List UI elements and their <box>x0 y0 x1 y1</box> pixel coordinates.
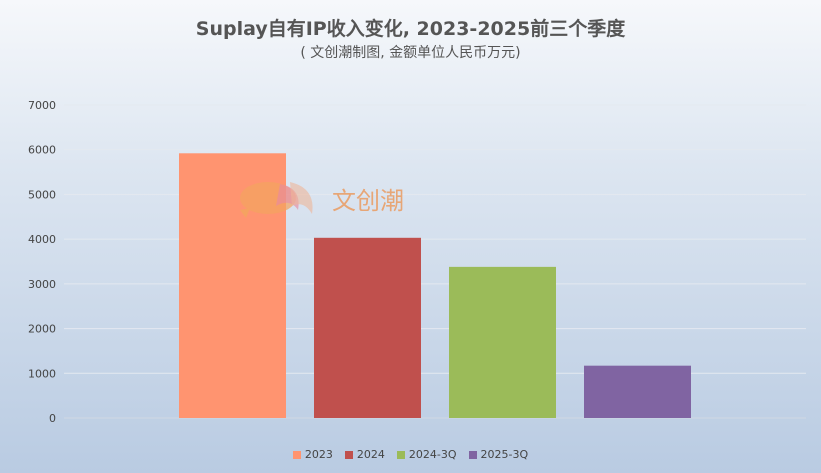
legend-item-2023: 2023 <box>292 448 333 461</box>
y-tick-label: 3000 <box>28 278 56 291</box>
legend-swatch <box>344 450 353 459</box>
y-tick-label: 5000 <box>28 188 56 201</box>
legend-swatch <box>292 450 301 459</box>
y-tick-label: 0 <box>49 412 56 425</box>
y-tick-label: 7000 <box>28 99 56 112</box>
legend-swatch <box>468 450 477 459</box>
bar-2024-3Q <box>449 266 556 418</box>
legend-item-2024: 2024 <box>344 448 385 461</box>
legend-label: 2023 <box>304 448 333 461</box>
legend-label: 2024-3Q <box>408 448 457 461</box>
chart-legend: 2023 2024 2024-3Q 2025-3Q <box>0 448 821 461</box>
watermark-text: 文创潮 <box>332 186 404 215</box>
bar-2024 <box>314 237 421 418</box>
y-tick-label: 2000 <box>28 323 56 336</box>
legend-item-2025-3Q: 2025-3Q <box>468 448 529 461</box>
bar-2025-3Q <box>584 365 691 418</box>
y-tick-label: 4000 <box>28 233 56 246</box>
y-tick-label: 6000 <box>28 144 56 157</box>
legend-swatch <box>396 450 405 459</box>
watermark: 文创潮 <box>232 176 404 220</box>
legend-label: 2024 <box>356 448 385 461</box>
watermark-logo-icon <box>240 182 313 218</box>
chart-title: Suplay自有IP收入变化, 2023-2025前三个季度 <box>195 18 626 40</box>
legend-label: 2025-3Q <box>480 448 529 461</box>
legend-item-2024-3Q: 2024-3Q <box>396 448 457 461</box>
chart-subtitle: ( 文创潮制图, 金额单位人民币万元) <box>300 45 521 61</box>
y-tick-label: 1000 <box>28 367 56 380</box>
